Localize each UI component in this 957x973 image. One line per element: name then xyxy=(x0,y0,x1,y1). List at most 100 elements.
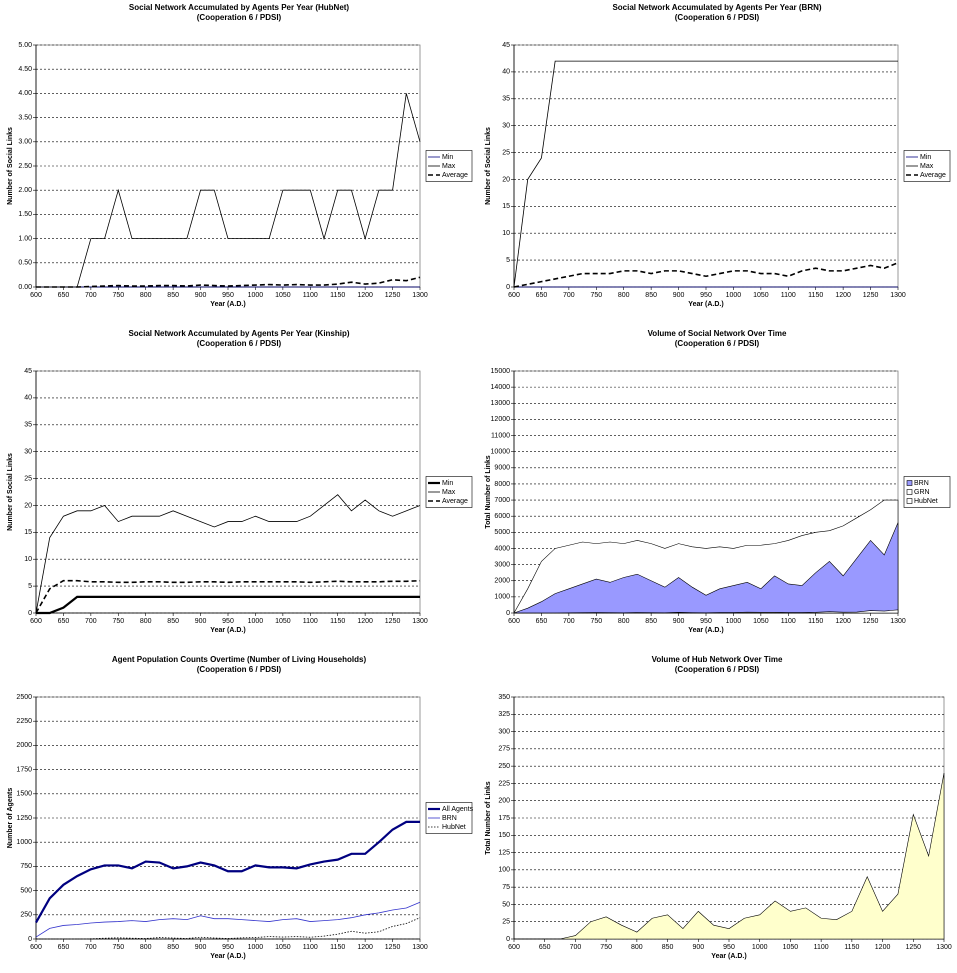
y-tick-label: 75 xyxy=(502,884,510,891)
x-tick-label: 1250 xyxy=(905,944,921,951)
y-tick-label: 150 xyxy=(498,832,510,839)
y-tick-label: 14000 xyxy=(491,384,511,391)
y-tick-label: 30 xyxy=(502,123,510,130)
x-tick-label: 850 xyxy=(167,618,179,625)
y-tick-label: 5.00 xyxy=(18,42,32,49)
x-axis-label: Year (A.D.) xyxy=(688,301,723,308)
y-tick-label: 0.00 xyxy=(18,284,32,291)
y-tick-label: 275 xyxy=(498,746,510,753)
chart-title: Agent Population Counts Overtime (Number… xyxy=(112,655,367,664)
x-tick-label: 1250 xyxy=(385,944,401,951)
x-tick-label: 1300 xyxy=(412,618,428,625)
x-tick-label: 600 xyxy=(508,292,520,299)
x-tick-label: 1050 xyxy=(275,292,291,299)
data-line xyxy=(513,262,899,288)
x-tick-label: 900 xyxy=(195,292,207,299)
chart-panel: Volume of Social Network Over Time(Coope… xyxy=(485,329,951,634)
x-tick-label: 1150 xyxy=(808,618,823,625)
y-tick-label: 50 xyxy=(502,901,510,908)
y-axis-label: Number of Agents xyxy=(7,788,14,849)
y-tick-label: 2.00 xyxy=(18,187,32,194)
y-tick-label: 1.50 xyxy=(18,211,32,218)
x-axis-label: Year (A.D.) xyxy=(210,953,245,960)
chart-panel: Social Network Accumulated by Agents Per… xyxy=(7,3,473,308)
y-tick-label: 3.50 xyxy=(18,114,32,121)
legend-label: Max xyxy=(920,163,934,170)
y-tick-label: 1250 xyxy=(16,815,32,822)
y-tick-label: 1500 xyxy=(16,791,32,798)
y-tick-label: 4.00 xyxy=(18,90,32,97)
x-tick-label: 600 xyxy=(30,944,42,951)
data-line xyxy=(513,60,898,288)
x-tick-label: 900 xyxy=(692,944,704,951)
y-tick-label: 15000 xyxy=(491,368,511,375)
data-line xyxy=(36,595,420,615)
legend-label: Average xyxy=(442,498,468,505)
y-tick-label: 325 xyxy=(498,711,510,718)
chart-subtitle: (Cooperation 6 / PDSI) xyxy=(675,665,760,674)
y-tick-label: 2000 xyxy=(494,578,510,585)
x-tick-label: 800 xyxy=(140,944,152,951)
x-tick-label: 850 xyxy=(645,618,657,625)
y-tick-label: 15 xyxy=(502,203,510,210)
x-tick-label: 800 xyxy=(140,618,152,625)
x-tick-label: 1050 xyxy=(753,292,769,299)
y-tick-label: 8000 xyxy=(494,481,510,488)
legend-label: HubNet xyxy=(442,824,466,831)
chart-subtitle: (Cooperation 6 / PDSI) xyxy=(197,665,282,674)
x-tick-label: 950 xyxy=(700,292,712,299)
x-tick-label: 1200 xyxy=(835,292,851,299)
data-line xyxy=(35,901,421,938)
x-tick-label: 800 xyxy=(618,292,630,299)
chart-panel: Social Network Accumulated by Agents Per… xyxy=(7,329,473,634)
y-tick-label: 13000 xyxy=(491,400,511,407)
y-tick-label: 40 xyxy=(502,69,510,76)
x-tick-label: 650 xyxy=(536,292,548,299)
y-tick-label: 25 xyxy=(24,475,32,482)
legend-label: All Agents xyxy=(442,806,474,813)
x-tick-label: 1200 xyxy=(357,618,373,625)
x-tick-label: 1150 xyxy=(330,292,345,299)
x-tick-label: 1100 xyxy=(781,292,796,299)
legend-label: Min xyxy=(442,154,453,161)
chart-panel: Volume of Hub Network Over Time(Cooperat… xyxy=(485,655,952,960)
x-tick-label: 1300 xyxy=(890,292,906,299)
y-tick-label: 35 xyxy=(502,96,510,103)
y-tick-label: 5000 xyxy=(494,529,510,536)
x-tick-label: 1150 xyxy=(844,944,859,951)
y-tick-label: 500 xyxy=(20,887,32,894)
y-tick-label: 200 xyxy=(498,798,510,805)
y-tick-label: 2.50 xyxy=(18,163,32,170)
x-tick-label: 800 xyxy=(140,292,152,299)
y-tick-label: 175 xyxy=(498,815,510,822)
x-tick-label: 950 xyxy=(222,292,234,299)
x-tick-label: 950 xyxy=(700,618,712,625)
y-tick-label: 35 xyxy=(24,422,32,429)
x-tick-label: 1250 xyxy=(385,292,401,299)
x-tick-label: 600 xyxy=(508,944,520,951)
y-tick-label: 10 xyxy=(502,230,510,237)
y-tick-label: 0 xyxy=(506,610,510,617)
data-line xyxy=(35,579,421,614)
y-tick-label: 350 xyxy=(498,694,510,701)
x-tick-label: 1000 xyxy=(248,944,264,951)
legend-label: Average xyxy=(442,172,468,179)
y-tick-label: 5 xyxy=(506,257,510,264)
x-tick-label: 1150 xyxy=(330,618,345,625)
y-tick-label: 5 xyxy=(28,583,32,590)
y-axis-label: Total Number of Links xyxy=(485,455,492,528)
plot-area xyxy=(35,370,421,614)
y-axis-label: Number of Social Links xyxy=(7,453,14,531)
legend-label: GRN xyxy=(914,489,930,496)
x-tick-label: 750 xyxy=(600,944,612,951)
y-tick-label: 250 xyxy=(20,912,32,919)
x-tick-label: 950 xyxy=(723,944,735,951)
x-tick-label: 1300 xyxy=(412,944,428,951)
y-tick-label: 1000 xyxy=(494,594,510,601)
x-tick-label: 1100 xyxy=(303,292,318,299)
data-line xyxy=(35,494,421,614)
x-tick-label: 800 xyxy=(631,944,643,951)
y-tick-label: 45 xyxy=(24,368,32,375)
x-tick-label: 900 xyxy=(195,618,207,625)
